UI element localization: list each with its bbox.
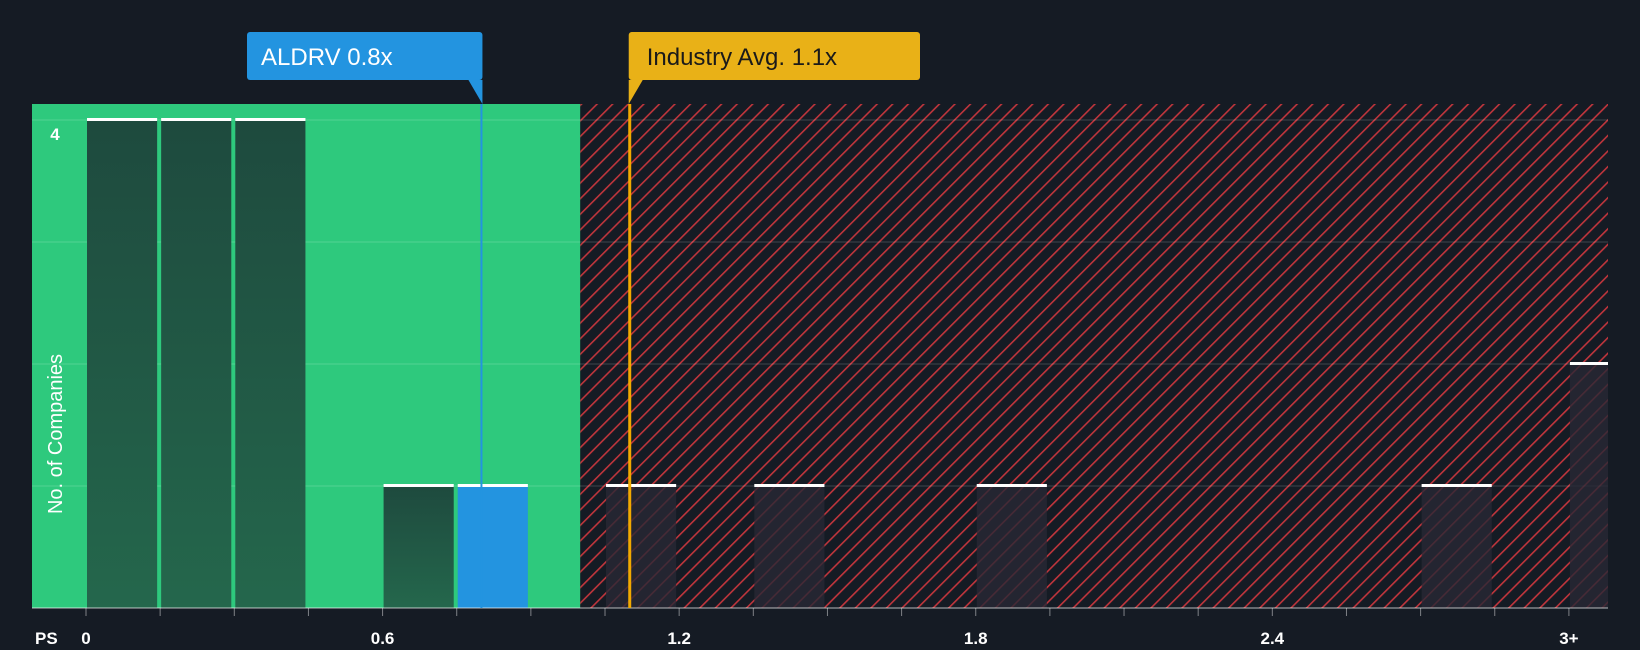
- bar-cap: [1421, 484, 1492, 487]
- bar: [754, 486, 825, 608]
- bar: [1569, 364, 1608, 608]
- industry-callout-pointer: [628, 80, 643, 104]
- x-tick-label: 2.4: [1260, 629, 1284, 648]
- y-axis-label: No. of Companies: [45, 354, 67, 514]
- x-tick-label: 1.8: [964, 629, 988, 648]
- industry-callout-label: Industry Avg. 1.1x: [647, 44, 837, 71]
- bar: [235, 120, 306, 608]
- bar: [87, 120, 158, 608]
- bar-cap: [606, 484, 677, 487]
- x-tick-label: 0.6: [371, 629, 395, 648]
- industry-callout: [628, 32, 920, 80]
- x-ticks: 0 0.6 1.2 1.8 2.4 3+ 4: [50, 125, 1578, 648]
- bar-cap: [976, 484, 1047, 487]
- markers: ALDRV 0.8x Industry Avg. 1.1x: [247, 32, 920, 608]
- bars: [87, 118, 1608, 608]
- bar: [976, 486, 1047, 608]
- bar-cap: [754, 484, 825, 487]
- bar-cap: [1569, 362, 1608, 365]
- company-callout: [247, 32, 483, 80]
- y-tick-label: 4: [50, 125, 60, 144]
- x-tick-label: 0: [81, 629, 90, 648]
- x-tick-label: 1.2: [667, 629, 691, 648]
- company-callout-label: ALDRV 0.8x: [261, 44, 393, 71]
- bar: [1421, 486, 1492, 608]
- x-axis-label: PS: [35, 629, 58, 648]
- bar-cap: [161, 118, 232, 121]
- x-tick-label: 3+: [1559, 629, 1578, 648]
- bar-cap: [457, 484, 528, 487]
- bar-cap: [87, 118, 158, 121]
- bar: [606, 486, 677, 608]
- bar: [457, 486, 528, 608]
- company-callout-pointer: [468, 80, 483, 104]
- bar-cap: [235, 118, 306, 121]
- bar: [161, 120, 232, 608]
- bar-cap: [383, 484, 454, 487]
- bar: [383, 486, 454, 608]
